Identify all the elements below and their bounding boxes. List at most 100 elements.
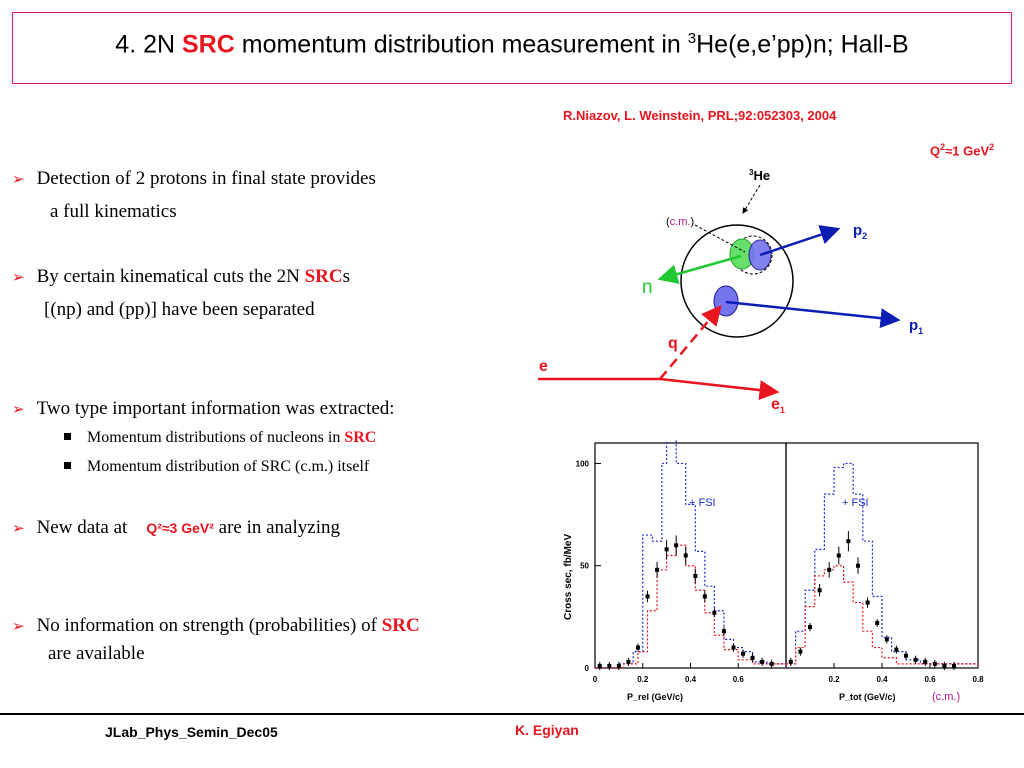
footer-seminar-label: JLab_Phys_Semin_Dec05 (105, 724, 278, 740)
he3-label: 3He (749, 168, 770, 183)
footer-author: K. Egiyan (515, 722, 579, 738)
arrow-bullet-icon: ➢ (12, 617, 25, 635)
p1-arrow (725, 300, 901, 329)
fsi-curve (595, 440, 787, 669)
data-point (798, 649, 803, 654)
bullet-no-information-line2: are available (48, 643, 145, 664)
data-point (856, 563, 860, 568)
data-point (750, 655, 755, 660)
pwia-curve (595, 544, 787, 669)
data-point (626, 659, 631, 664)
arrow-bullet-icon: ➢ (12, 400, 25, 418)
data-point (808, 625, 812, 630)
data-point (664, 547, 669, 552)
x-axis-label-right: P_tot (GeV/c) (839, 692, 896, 702)
data-point (597, 663, 602, 668)
data-point (607, 663, 612, 668)
bullet-detection: ➢ Detection of 2 protons in final state p… (12, 168, 376, 189)
x-tick-label: 0 (593, 675, 598, 684)
p1-label: p1 (909, 317, 923, 336)
reference-citation: R.Niazov, L. Weinstein, PRL;92:052303, 2… (563, 108, 837, 123)
fsi-curve (786, 462, 979, 668)
sub-bullet-cm: Momentum distribution of SRC (c.m.) itse… (64, 458, 369, 476)
x-tick-label: 0.2 (828, 675, 840, 684)
cm-pointer (694, 224, 746, 253)
data-point (846, 539, 851, 544)
data-point (693, 573, 698, 578)
data-point (865, 600, 870, 605)
data-point (655, 567, 660, 572)
data-point (817, 588, 822, 593)
data-point (913, 657, 918, 662)
fsi-legend-left: + FSI (689, 497, 716, 509)
data-point (836, 553, 841, 558)
x-tick-label: 0.8 (972, 675, 984, 684)
data-point (932, 661, 937, 666)
data-point (875, 621, 880, 625)
scattered-electron-arrow (659, 377, 780, 401)
data-point (952, 663, 956, 668)
data-point (674, 543, 679, 548)
x-tick-label: 0.6 (924, 675, 936, 684)
arrow-bullet-icon: ➢ (12, 519, 25, 537)
bullet-no-information: ➢ No information on strength (probabiliti… (12, 615, 420, 636)
p2-label: p2 (853, 222, 867, 241)
bullet-kinematical-cuts-line2: [(np) and (pp)] have been separated (44, 299, 315, 320)
src-pair-boundary (733, 235, 773, 275)
electron-label: e (539, 358, 548, 375)
y-axis-label: Cross sec, fb/MeV (563, 534, 574, 620)
title-frame (12, 12, 1012, 84)
p2-arrow (759, 225, 841, 257)
sub-bullet-nucleons: Momentum distributions of nucleons in SR… (64, 429, 376, 447)
data-point (683, 553, 688, 558)
q-label: q (668, 335, 678, 352)
chart-marks-layer: 0 50 100 0 0.2 0.4 0.6 0.2 0.4 0.6 0.8 (576, 440, 984, 684)
fsi-legend-right: + FSI (842, 497, 869, 509)
y-tick-label: 50 (580, 562, 589, 571)
square-bullet-icon (64, 462, 71, 469)
data-point (894, 647, 899, 652)
data-point (904, 653, 908, 658)
data-point (942, 663, 947, 668)
arrow-bullet-icon: ➢ (12, 268, 25, 286)
data-point (769, 661, 774, 666)
cross-section-chart: 0 50 100 0 0.2 0.4 0.6 0.2 0.4 0.6 0.8 Cross sec, … (563, 440, 984, 703)
data-point (712, 610, 717, 615)
bullet-kinematical-cuts: ➢ By certain kinematical cuts the 2N SRCs (12, 266, 351, 287)
data-point (760, 659, 765, 664)
x-axis-label-left: P_rel (GeV/c) (627, 692, 683, 702)
bullet-two-types: ➢ Two type important information was extr… (12, 398, 395, 419)
he3-nucleus-circle (680, 224, 794, 338)
y-tick-label: 0 (585, 664, 590, 673)
y-tick-label: 100 (576, 459, 590, 468)
x-tick-label: 0.2 (637, 675, 649, 684)
cm-label: (c.m.) (666, 216, 694, 228)
data-point (721, 629, 726, 634)
data-point (645, 594, 650, 599)
left-panel-frame (594, 442, 787, 669)
reaction-diagram: 3He (c.m.) p2 p1 n q e e1 (538, 168, 923, 415)
scattered-electron-label: e1 (771, 396, 785, 415)
he3-pointer (742, 184, 761, 214)
pwia-curve (786, 565, 979, 668)
data-point (741, 651, 746, 656)
data-point (923, 659, 928, 664)
neutron-arrow (657, 254, 742, 284)
arrow-bullet-icon: ➢ (12, 170, 25, 188)
data-point (731, 645, 736, 650)
data-point (635, 645, 640, 650)
square-bullet-icon (64, 433, 71, 440)
bullet-new-data: ➢ New data at Q²≈3 GeV² are in analyzing (12, 517, 340, 538)
neutron-label: n (642, 277, 653, 298)
data-point (702, 594, 707, 599)
data-point (827, 567, 832, 572)
x-tick-label: 0.6 (733, 675, 745, 684)
data-point (616, 663, 621, 668)
data-point (788, 659, 793, 664)
data-point (884, 637, 889, 642)
x-tick-label: 0.4 (685, 675, 697, 684)
slide-title: 4. 2N SRC momentum distribution measurem… (115, 30, 909, 59)
cm-axis-label: (c.m.) (932, 691, 960, 703)
q2-label: Q2≈1 GeV2 (930, 142, 995, 159)
footer-divider (0, 713, 1024, 715)
